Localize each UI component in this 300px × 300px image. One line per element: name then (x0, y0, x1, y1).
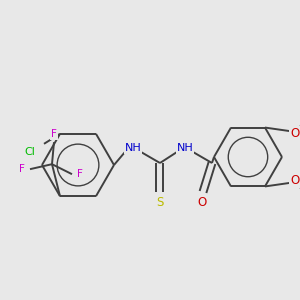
Text: O: O (197, 196, 207, 209)
Text: O: O (290, 127, 300, 140)
Text: S: S (156, 196, 164, 209)
Text: F: F (19, 164, 25, 174)
Text: F: F (51, 129, 57, 139)
Text: O: O (290, 174, 300, 187)
Text: F: F (77, 169, 83, 179)
Text: Cl: Cl (25, 147, 35, 157)
Text: NH: NH (124, 143, 141, 153)
Text: NH: NH (177, 143, 194, 153)
